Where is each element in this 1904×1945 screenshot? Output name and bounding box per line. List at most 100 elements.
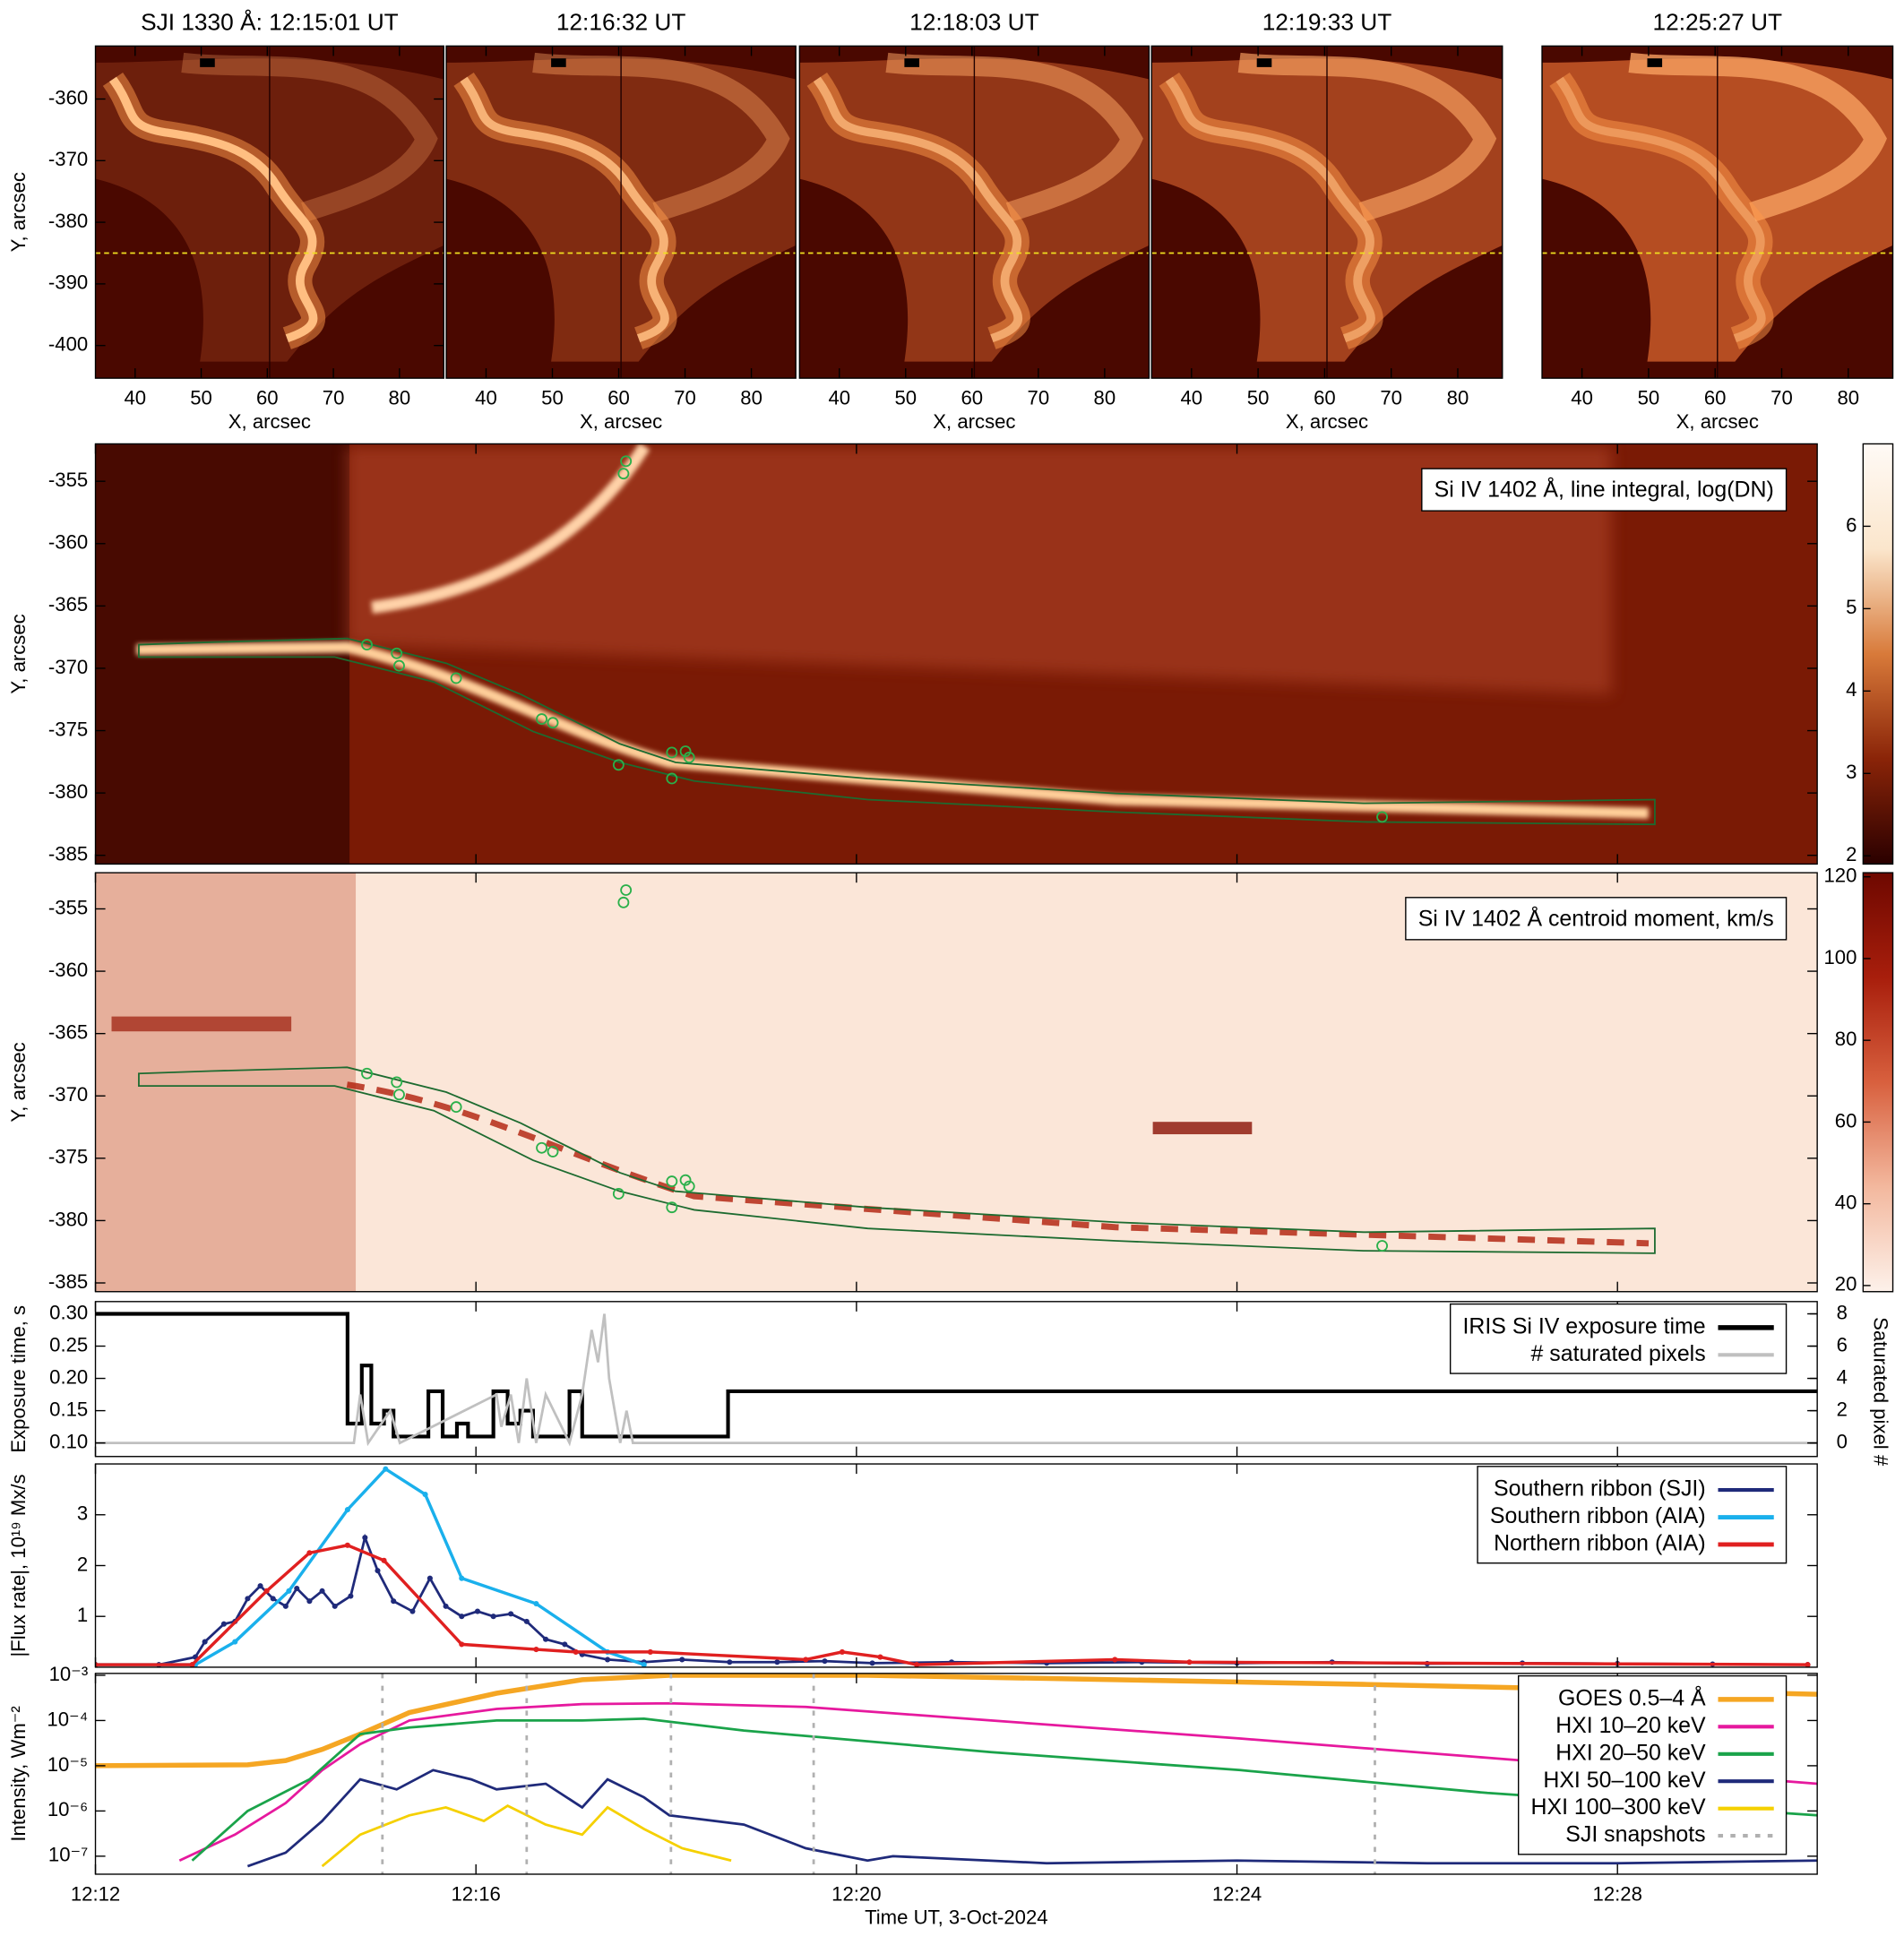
saturated-spot <box>551 58 566 67</box>
ribbon-marker <box>620 455 633 468</box>
x-tick-label: 50 <box>894 386 917 409</box>
series-marker <box>523 1618 530 1624</box>
ribbon-marker <box>1376 811 1388 823</box>
y-tick-label: -370 <box>48 656 88 678</box>
ribbon-glow <box>1159 73 1383 349</box>
frame <box>1150 45 1503 379</box>
image <box>1151 46 1503 379</box>
series-marker <box>533 1647 539 1653</box>
colorbar-tick-label: 40 <box>1835 1192 1857 1214</box>
y2-tick-label: 8 <box>1837 1301 1848 1323</box>
frame <box>94 872 1818 1293</box>
y-tick-label: -370 <box>48 148 88 170</box>
legend-label: IRIS Si IV exposure time <box>1463 1313 1706 1338</box>
heatmap-ribbon <box>136 641 1650 819</box>
annotation-box <box>1421 468 1788 512</box>
ribbon-marker <box>679 1174 692 1186</box>
y-tick-label: 10⁻³ <box>49 1663 89 1685</box>
series-marker <box>573 1648 579 1655</box>
series-marker <box>220 1621 227 1627</box>
series-marker <box>319 1588 325 1594</box>
series-line <box>178 1701 1818 1863</box>
series-marker <box>294 1585 300 1592</box>
y-tick-label: 10⁻⁶ <box>47 1798 88 1820</box>
x-tick-label: 12:28 <box>1593 1882 1642 1905</box>
x-axis-label: Time UT, 3-Oct-2024 <box>865 1906 1048 1929</box>
y-tick-label: -370 <box>48 1083 88 1106</box>
x-tick-label: 50 <box>541 386 564 409</box>
ribbon-marker <box>679 745 692 757</box>
y-tick-label: -400 <box>48 333 88 356</box>
series-marker <box>605 1657 611 1663</box>
colorbar-tick-label: 6 <box>1846 513 1857 536</box>
colorbar-tick-label: 4 <box>1846 678 1857 701</box>
legend-box <box>1477 1466 1788 1564</box>
colorbar <box>1862 872 1894 1293</box>
northern-arcade <box>181 52 438 222</box>
colorbar-tick-label: 80 <box>1835 1028 1857 1050</box>
ribbon-marker <box>617 468 630 480</box>
ribbon-marker <box>393 1089 405 1101</box>
y-tick-label: 0.30 <box>49 1301 88 1323</box>
y-tick-label: -385 <box>48 1270 88 1293</box>
series-marker <box>641 1662 647 1667</box>
panel-title: 12:16:32 UT <box>556 8 686 35</box>
y-tick-label: 1 <box>77 1604 88 1626</box>
series-marker <box>383 1466 389 1472</box>
y-tick-label: 0.10 <box>49 1430 88 1452</box>
series-marker <box>533 1600 539 1607</box>
image <box>95 46 444 379</box>
series-marker <box>727 1659 733 1665</box>
x-tick-label: 60 <box>961 386 983 409</box>
ribbon-contour <box>138 637 1656 826</box>
heatmap-streak <box>1152 1122 1253 1135</box>
series-marker <box>306 1598 313 1605</box>
series-marker <box>803 1657 809 1663</box>
panel-title: 12:19:33 UT <box>1262 8 1392 35</box>
legend-label: Northern ribbon (AIA) <box>1494 1531 1706 1556</box>
image <box>799 46 1150 379</box>
ribbon-marker <box>612 1188 625 1200</box>
y-axis-label: Intensity, Wm⁻² <box>7 1706 30 1841</box>
legend-label: # saturated pixels <box>1531 1341 1706 1366</box>
series-marker <box>245 1596 251 1602</box>
ribbon-marker <box>536 1141 548 1154</box>
series-marker <box>381 1557 387 1563</box>
series-marker <box>95 1662 99 1667</box>
y2-tick-label: 6 <box>1837 1333 1848 1355</box>
y-tick-label: 10⁻⁵ <box>47 1753 88 1776</box>
image <box>446 46 797 379</box>
y-tick-label: -380 <box>48 210 88 232</box>
y-tick-label: 10⁻⁴ <box>47 1708 88 1730</box>
legend-label: GOES 0.5–4 Å <box>1558 1683 1706 1710</box>
series-marker <box>679 1657 685 1663</box>
x-axis-label: X, arcsec <box>1286 410 1368 433</box>
ribbon-marker <box>361 1067 373 1080</box>
ribbon-glow <box>453 73 677 349</box>
y2-tick-label: 2 <box>1837 1398 1848 1420</box>
series-marker <box>914 1662 920 1667</box>
series-marker <box>562 1641 568 1648</box>
ribbon-glow <box>806 73 1030 349</box>
series-line <box>321 1804 732 1868</box>
series-marker <box>257 1583 263 1589</box>
x-tick-label: 40 <box>1571 386 1593 409</box>
series-marker <box>270 1596 276 1602</box>
series-marker <box>348 1593 354 1599</box>
series-marker <box>1805 1662 1811 1667</box>
x-tick-label: 12:12 <box>71 1882 120 1905</box>
x-axis-label: X, arcsec <box>580 410 662 433</box>
x-tick-label: 12:20 <box>831 1882 881 1905</box>
series-marker <box>1186 1659 1193 1665</box>
series-marker <box>391 1598 397 1605</box>
series-marker <box>877 1654 883 1660</box>
ribbon-marker <box>666 746 678 759</box>
y-tick-label: -355 <box>48 896 88 918</box>
x-tick-label: 80 <box>1837 386 1859 409</box>
frame <box>1541 45 1894 379</box>
heatmap-bg <box>95 873 1818 1292</box>
x-axis-label: X, arcsec <box>1676 410 1759 433</box>
series-marker <box>543 1636 549 1642</box>
